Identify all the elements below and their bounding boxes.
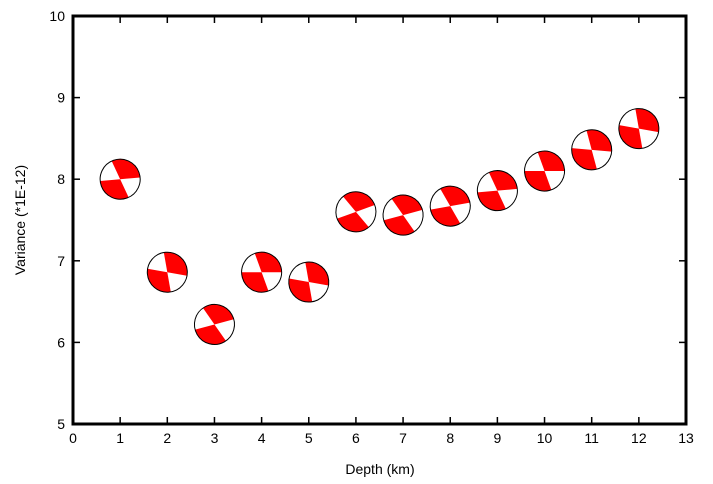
- beachball-marker: [241, 251, 283, 293]
- y-axis-title: Variance (*1E-12): [12, 165, 28, 275]
- beachball-marker: [618, 108, 660, 150]
- x-axis-title: Depth (km): [345, 461, 414, 477]
- y-tick-label: 5: [57, 416, 65, 432]
- beachball-marker: [99, 158, 141, 200]
- x-tick-label: 9: [493, 430, 501, 446]
- beachball-marker: [193, 303, 235, 345]
- beachball-marker: [429, 185, 471, 227]
- x-tick-label: 5: [305, 430, 313, 446]
- data-markers: [99, 108, 660, 345]
- y-tick-label: 9: [57, 90, 65, 106]
- y-tick-label: 7: [57, 253, 65, 269]
- x-axis: 0 1 2 3 4 5 6 7 8 9 10 11 12 13: [69, 16, 694, 446]
- beachball-marker: [335, 191, 377, 233]
- x-tick-label: 7: [399, 430, 407, 446]
- x-tick-label: 12: [631, 430, 647, 446]
- x-tick-label: 3: [211, 430, 219, 446]
- y-axis: 5 6 7 8 9 10: [49, 8, 686, 432]
- x-tick-label: 4: [258, 430, 266, 446]
- plot-frame: [71, 14, 688, 426]
- x-tick-label: 13: [678, 430, 694, 446]
- beachball-marker: [524, 150, 566, 192]
- y-tick-label: 8: [57, 171, 65, 187]
- y-tick-label: 10: [49, 8, 65, 24]
- x-tick-label: 11: [584, 430, 599, 446]
- x-tick-label: 10: [537, 430, 553, 446]
- beachball-marker: [146, 251, 188, 293]
- x-tick-label: 2: [163, 430, 171, 446]
- x-tick-label: 6: [352, 430, 360, 446]
- beachball-marker: [382, 194, 424, 236]
- x-tick-label: 1: [116, 430, 124, 446]
- x-tick-label: 8: [446, 430, 454, 446]
- beachball-marker: [476, 170, 518, 212]
- beachball-marker: [571, 129, 613, 171]
- beachball-marker: [288, 261, 330, 303]
- x-tick-label: 0: [69, 430, 77, 446]
- y-tick-label: 6: [57, 334, 65, 350]
